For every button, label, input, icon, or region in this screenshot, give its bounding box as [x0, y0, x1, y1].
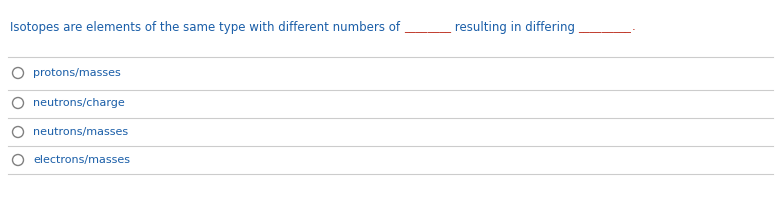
Text: electrons/masses: electrons/masses	[33, 155, 130, 165]
Text: neutrons/masses: neutrons/masses	[33, 127, 128, 137]
Text: Isotopes are elements of the same type with different numbers of: Isotopes are elements of the same type w…	[10, 20, 404, 33]
Text: _________: _________	[579, 20, 632, 33]
Text: .: .	[632, 20, 635, 33]
Text: neutrons/charge: neutrons/charge	[33, 98, 125, 108]
Text: ________: ________	[404, 20, 451, 33]
Text: protons/masses: protons/masses	[33, 68, 120, 78]
Text: resulting in differing: resulting in differing	[451, 20, 579, 33]
